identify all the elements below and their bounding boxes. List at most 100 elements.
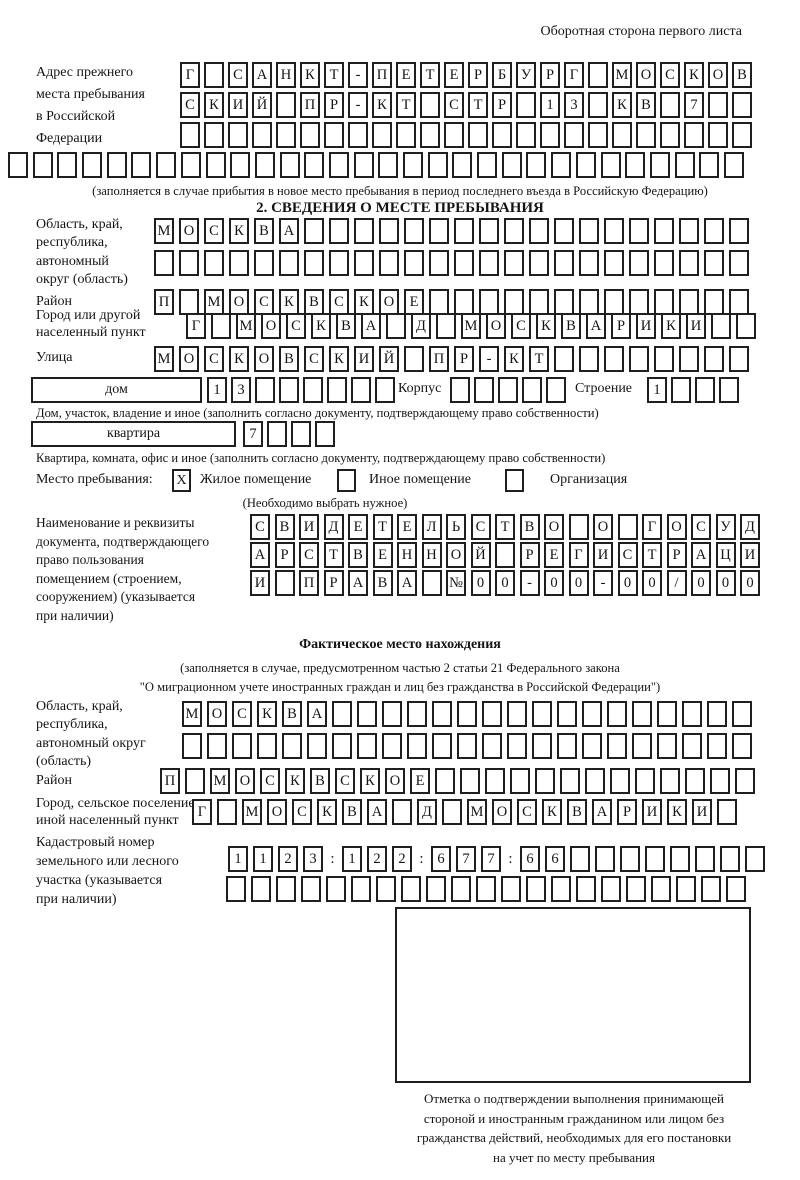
char-cell[interactable]: Г bbox=[192, 799, 212, 825]
char-cell[interactable] bbox=[228, 122, 248, 148]
char-cell[interactable]: В bbox=[567, 799, 587, 825]
char-cell[interactable]: Г bbox=[568, 542, 589, 568]
char-cell[interactable] bbox=[701, 876, 721, 902]
char-cell[interactable]: К bbox=[684, 62, 704, 88]
char-cell[interactable]: К bbox=[311, 313, 331, 339]
char-cell[interactable] bbox=[282, 733, 302, 759]
char-cell[interactable]: О bbox=[229, 289, 249, 315]
char-cell[interactable] bbox=[654, 218, 674, 244]
char-cell[interactable]: Т bbox=[642, 542, 662, 568]
char-cell[interactable] bbox=[670, 846, 690, 872]
char-cell[interactable]: П bbox=[372, 62, 392, 88]
char-cell[interactable] bbox=[495, 542, 515, 568]
char-cell[interactable]: В bbox=[636, 92, 656, 118]
char-cell[interactable]: А bbox=[397, 570, 417, 596]
char-cell[interactable] bbox=[404, 250, 424, 276]
char-cell[interactable]: О bbox=[544, 514, 564, 540]
char-cell[interactable] bbox=[229, 250, 249, 276]
char-cell[interactable]: 0 bbox=[740, 570, 760, 596]
char-cell[interactable]: В bbox=[732, 62, 752, 88]
char-cell[interactable]: Р bbox=[323, 570, 344, 596]
char-cell[interactable] bbox=[332, 701, 352, 727]
char-cell[interactable] bbox=[704, 346, 724, 372]
char-cell[interactable] bbox=[704, 289, 724, 315]
char-cell[interactable] bbox=[576, 876, 596, 902]
dom-box[interactable]: дом bbox=[31, 377, 202, 403]
char-cell[interactable]: 7 bbox=[243, 421, 263, 447]
char-cell[interactable]: С bbox=[617, 542, 638, 568]
char-cell[interactable] bbox=[679, 346, 699, 372]
char-cell[interactable] bbox=[711, 313, 731, 339]
char-cell[interactable] bbox=[226, 876, 246, 902]
char-cell[interactable]: О bbox=[708, 62, 728, 88]
char-cell[interactable]: Т bbox=[495, 514, 515, 540]
char-cell[interactable]: 0 bbox=[495, 570, 515, 596]
char-cell[interactable] bbox=[429, 218, 449, 244]
char-cell[interactable] bbox=[532, 701, 552, 727]
char-cell[interactable]: И bbox=[692, 799, 712, 825]
char-cell[interactable]: С bbox=[444, 92, 464, 118]
char-cell[interactable]: С bbox=[260, 768, 280, 794]
char-cell[interactable] bbox=[582, 733, 602, 759]
char-cell[interactable] bbox=[279, 377, 299, 403]
char-cell[interactable] bbox=[442, 799, 462, 825]
char-cell[interactable] bbox=[435, 768, 455, 794]
char-cell[interactable]: И bbox=[354, 346, 374, 372]
char-cell[interactable]: С bbox=[254, 289, 274, 315]
char-cell[interactable]: Е bbox=[348, 514, 368, 540]
char-cell[interactable] bbox=[451, 876, 471, 902]
char-cell[interactable]: А bbox=[592, 799, 612, 825]
char-cell[interactable] bbox=[401, 876, 421, 902]
char-cell[interactable] bbox=[404, 218, 424, 244]
char-cell[interactable]: А bbox=[252, 62, 272, 88]
char-cell[interactable] bbox=[357, 733, 377, 759]
char-cell[interactable] bbox=[529, 250, 549, 276]
char-cell[interactable]: - bbox=[593, 570, 613, 596]
char-cell[interactable] bbox=[254, 152, 275, 178]
char-cell[interactable]: В bbox=[348, 542, 368, 568]
char-cell[interactable] bbox=[403, 152, 423, 178]
char-cell[interactable] bbox=[604, 289, 624, 315]
char-cell[interactable]: О bbox=[593, 514, 613, 540]
char-cell[interactable] bbox=[479, 289, 499, 315]
char-cell[interactable]: О bbox=[385, 768, 405, 794]
char-cell[interactable] bbox=[676, 876, 696, 902]
char-cell[interactable] bbox=[654, 250, 674, 276]
char-cell[interactable] bbox=[560, 768, 580, 794]
char-cell[interactable]: 0 bbox=[691, 570, 711, 596]
char-cell[interactable] bbox=[654, 289, 674, 315]
char-cell[interactable]: В bbox=[519, 514, 540, 540]
char-cell[interactable]: В bbox=[342, 799, 362, 825]
char-cell[interactable] bbox=[626, 876, 646, 902]
char-cell[interactable]: И bbox=[593, 542, 613, 568]
char-cell[interactable]: № bbox=[446, 570, 466, 596]
char-cell[interactable] bbox=[421, 570, 442, 596]
char-cell[interactable]: - bbox=[348, 62, 368, 88]
char-cell[interactable] bbox=[516, 122, 536, 148]
char-cell[interactable]: К bbox=[536, 313, 556, 339]
char-cell[interactable]: Р bbox=[519, 542, 540, 568]
char-cell[interactable] bbox=[332, 733, 352, 759]
char-cell[interactable]: В bbox=[372, 570, 393, 596]
char-cell[interactable]: 0 bbox=[715, 570, 736, 596]
char-cell[interactable] bbox=[182, 733, 202, 759]
char-cell[interactable] bbox=[378, 152, 399, 178]
char-cell[interactable] bbox=[726, 876, 746, 902]
char-cell[interactable] bbox=[329, 250, 349, 276]
char-cell[interactable] bbox=[279, 152, 300, 178]
char-cell[interactable]: П bbox=[160, 768, 180, 794]
char-cell[interactable] bbox=[156, 152, 177, 178]
char-cell[interactable] bbox=[557, 733, 577, 759]
char-cell[interactable] bbox=[307, 733, 327, 759]
char-cell[interactable] bbox=[510, 768, 530, 794]
char-cell[interactable] bbox=[685, 768, 705, 794]
char-cell[interactable] bbox=[185, 768, 205, 794]
char-cell[interactable]: К bbox=[279, 289, 299, 315]
char-cell[interactable] bbox=[207, 733, 227, 759]
char-cell[interactable] bbox=[620, 846, 640, 872]
char-cell[interactable] bbox=[276, 876, 296, 902]
char-cell[interactable]: П bbox=[429, 346, 449, 372]
char-cell[interactable] bbox=[205, 152, 226, 178]
char-cell[interactable] bbox=[276, 122, 296, 148]
char-cell[interactable]: А bbox=[586, 313, 606, 339]
